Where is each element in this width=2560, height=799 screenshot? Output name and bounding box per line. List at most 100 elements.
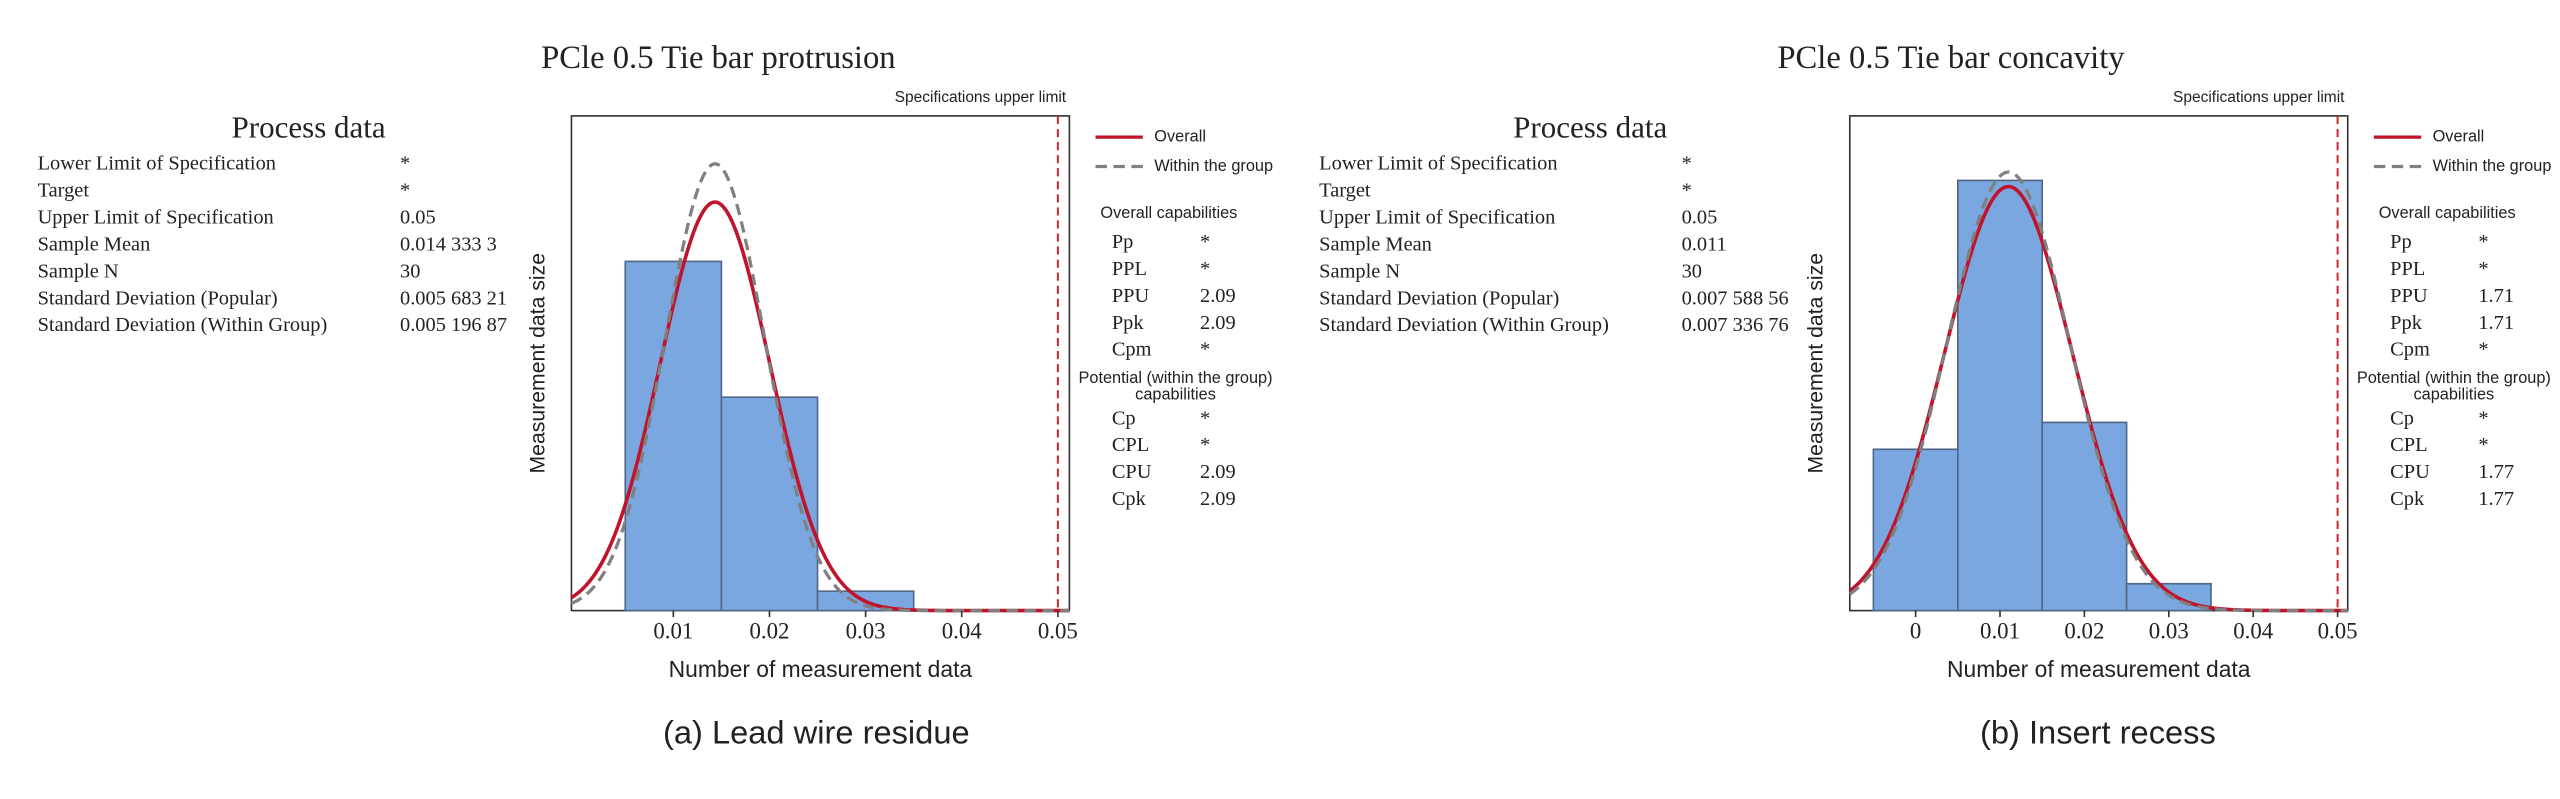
process-value: *	[1682, 180, 1692, 202]
capabilities-title: Potential (within the group)	[1078, 369, 1272, 387]
chart-title: PCle 0.5 Tie bar concavity	[1777, 40, 2125, 76]
process-label: Standard Deviation (Within Group)	[1319, 314, 1609, 336]
capability-name: CPU	[2390, 461, 2430, 483]
x-axis-label: Number of measurement data	[669, 656, 973, 682]
caption: (a) Lead wire residue	[663, 713, 970, 750]
process-value: *	[1682, 153, 1692, 175]
process-label: Target	[1319, 180, 1371, 202]
process-label: Sample N	[38, 260, 119, 282]
x-tick-label: 0	[1910, 619, 1921, 644]
process-data-title: Process data	[232, 110, 386, 145]
process-value: 0.05	[1682, 206, 1718, 228]
capability-value: 2.09	[1200, 312, 1236, 334]
capabilities-title: Overall capabilities	[1100, 204, 1237, 222]
bar	[624, 260, 723, 612]
capability-name: Cp	[1112, 407, 1136, 429]
legend-label: Within the group	[2433, 157, 2552, 175]
x-tick-label: 0.03	[2149, 619, 2189, 644]
y-axis-label: Measurement data size	[1805, 253, 1828, 474]
process-value: 0.007 588 56	[1682, 287, 1789, 309]
process-data-title: Process data	[1513, 110, 1667, 145]
process-value: 30	[400, 260, 420, 282]
process-value: *	[400, 153, 410, 175]
process-value: 0.014 333 3	[400, 233, 497, 255]
process-label: Target	[38, 180, 90, 202]
process-value: 30	[1682, 260, 1702, 282]
capability-value: *	[2478, 407, 2488, 429]
process-label: Sample N	[1319, 260, 1400, 282]
capability-name: PPL	[1112, 258, 1147, 280]
capability-name: Pp	[1112, 231, 1134, 253]
capability-name: Cpk	[2390, 488, 2425, 510]
bar	[2041, 421, 2128, 612]
process-label: Lower Limit of Specification	[38, 153, 276, 175]
process-label: Upper Limit of Specification	[38, 206, 274, 228]
capability-name: PPU	[1112, 285, 1150, 307]
process-label: Sample Mean	[1319, 233, 1432, 255]
x-tick-label: 0.04	[942, 619, 983, 644]
capability-value: 2.09	[1200, 285, 1236, 307]
capability-name: Pp	[2390, 231, 2412, 253]
legend-label: Overall	[2433, 127, 2485, 145]
x-tick-label: 0.02	[749, 619, 789, 644]
capability-value: 1.71	[2478, 285, 2514, 307]
legend-label: Overall	[1154, 127, 1206, 145]
capability-name: Cpm	[1112, 339, 1152, 361]
bar	[1872, 448, 1959, 612]
capability-value: *	[1200, 434, 1210, 456]
capability-name: CPU	[1112, 461, 1152, 483]
x-tick-label: 0.02	[2064, 619, 2104, 644]
capability-value: *	[1200, 339, 1210, 361]
process-value: 0.011	[1682, 233, 1727, 255]
capability-name: CPL	[1112, 434, 1149, 456]
capability-value: *	[2478, 434, 2488, 456]
density-curve	[570, 162, 1070, 613]
x-tick-label: 0.04	[2233, 619, 2274, 644]
capability-name: PPU	[2390, 285, 2428, 307]
process-label: Lower Limit of Specification	[1319, 153, 1557, 175]
legend-label: Within the group	[1154, 157, 1273, 175]
process-value: 0.005 683 21	[400, 287, 507, 309]
x-axis-label: Number of measurement data	[1947, 656, 2251, 682]
chart-title: PCle 0.5 Tie bar protrusion	[541, 40, 896, 76]
capability-value: *	[2478, 339, 2488, 361]
capabilities-title: capabilities	[2413, 385, 2494, 403]
capability-value: *	[1200, 407, 1210, 429]
x-tick-label: 0.01	[1980, 619, 2020, 644]
capability-value: 1.77	[2478, 488, 2514, 510]
process-label: Standard Deviation (Popular)	[1319, 287, 1559, 309]
capability-value: *	[2478, 258, 2488, 280]
process-label: Standard Deviation (Within Group)	[38, 314, 328, 336]
process-value: 0.007 336 76	[1682, 314, 1789, 336]
capability-value: 1.77	[2478, 461, 2514, 483]
capability-value: 2.09	[1200, 488, 1236, 510]
capability-value: *	[2478, 231, 2488, 253]
x-tick-label: 0.05	[2318, 619, 2358, 644]
spec-limit-label: Specifications upper limit	[2173, 89, 2345, 106]
capability-name: Cpm	[2390, 339, 2430, 361]
capability-name: CPL	[2390, 434, 2427, 456]
x-tick-label: 0.05	[1038, 619, 1078, 644]
capability-value: 2.09	[1200, 461, 1236, 483]
capability-name: Cp	[2390, 407, 2414, 429]
density-curve	[1848, 170, 2348, 613]
capabilities-title: Overall capabilities	[2379, 204, 2516, 222]
capability-value: *	[1200, 258, 1210, 280]
capability-name: Ppk	[1112, 312, 1145, 334]
capability-value: 1.71	[2478, 312, 2514, 334]
caption: (b) Insert recess	[1980, 713, 2216, 750]
process-label: Standard Deviation (Popular)	[38, 287, 278, 309]
process-value: 0.05	[400, 206, 436, 228]
capability-name: PPL	[2390, 258, 2425, 280]
y-axis-label: Measurement data size	[526, 253, 549, 474]
spec-limit-label: Specifications upper limit	[895, 89, 1067, 106]
capability-name: Cpk	[1112, 488, 1147, 510]
process-label: Upper Limit of Specification	[1319, 206, 1555, 228]
capabilities-title: capabilities	[1135, 385, 1216, 403]
process-label: Sample Mean	[38, 233, 151, 255]
capabilities-title: Potential (within the group)	[2357, 369, 2551, 387]
bar	[1956, 179, 2044, 612]
x-tick-label: 0.01	[653, 619, 693, 644]
